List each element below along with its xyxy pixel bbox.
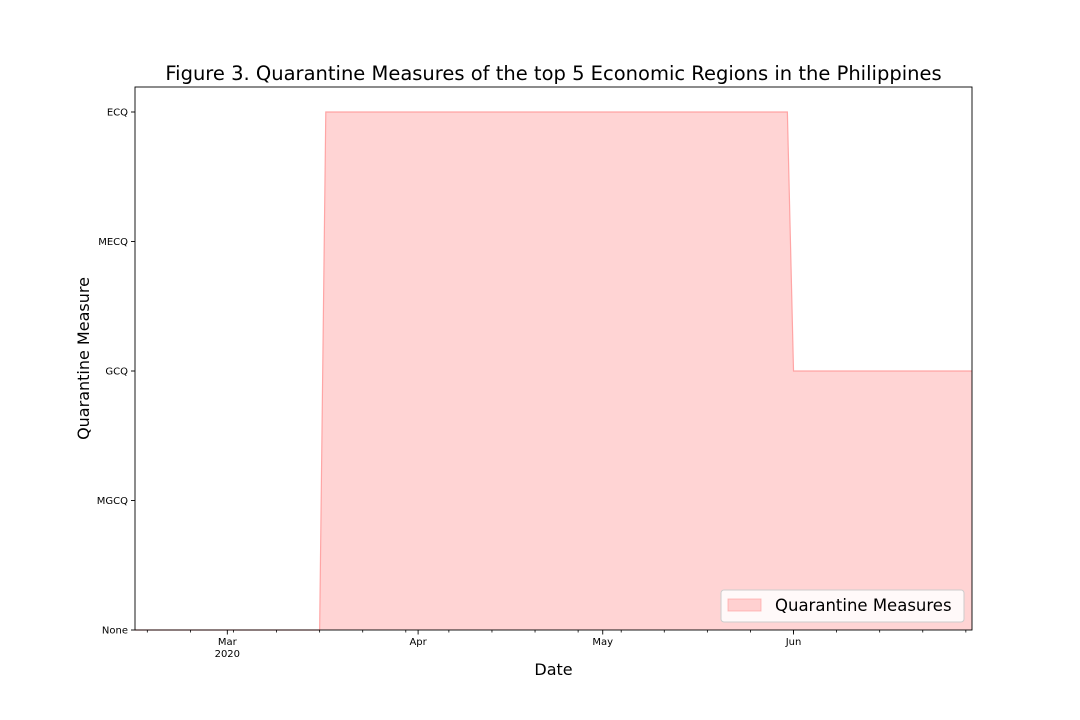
- y-tick-label-mecq: MECQ: [98, 237, 128, 248]
- x-tick-label-may: May: [592, 637, 613, 648]
- y-tick-label-none: None: [102, 626, 128, 637]
- legend-box: [720, 589, 965, 623]
- legend-swatch-0: [727, 598, 762, 612]
- x-tick-label-mar: Mar: [218, 637, 238, 648]
- x-tick-label-apr: Apr: [409, 637, 427, 648]
- x-tick-label-jun: Jun: [785, 637, 802, 648]
- y-tick-label-ecq: ECQ: [107, 108, 128, 119]
- legend-label-0: Quarantine Measures: [775, 596, 952, 615]
- x-axis-title: Date: [534, 660, 572, 679]
- series-area-0: [135, 112, 972, 630]
- plot-frame: [134, 86, 973, 631]
- y-axis-title: Quarantine Measure: [74, 277, 93, 440]
- y-tick-label-gcq: GCQ: [105, 367, 128, 378]
- y-tick-label-mgcq: MGCQ: [97, 496, 128, 507]
- chart-title: Figure 3. Quarantine Measures of the top…: [165, 62, 941, 85]
- x-tick-sublabel-0: 2020: [215, 649, 240, 660]
